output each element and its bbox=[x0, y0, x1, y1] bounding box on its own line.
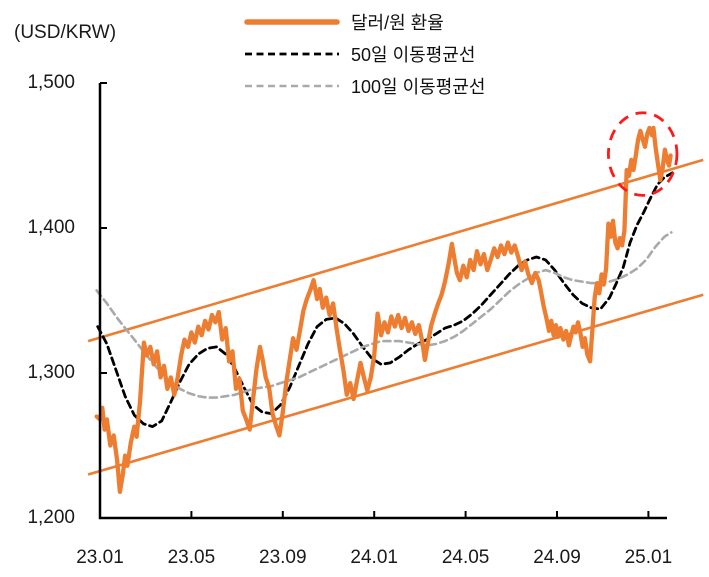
price-line-swatch-icon bbox=[244, 19, 340, 25]
highlight-ellipse bbox=[607, 111, 679, 197]
trend-channel-upper bbox=[87, 158, 704, 343]
legend-label-ma50: 50일 이동평균선 bbox=[351, 45, 476, 65]
x-tick-label: 25.01 bbox=[624, 547, 673, 568]
ma100-line bbox=[95, 231, 673, 399]
x-tick-label: 24.05 bbox=[441, 547, 490, 568]
ma100-line-swatch-icon bbox=[245, 84, 339, 88]
price-line bbox=[94, 125, 673, 495]
x-tick-label: 24.09 bbox=[533, 547, 581, 568]
axes bbox=[98, 83, 667, 520]
x-tick-label: 23.05 bbox=[167, 547, 216, 568]
chart-legend: 달러/원 환율 50일 이동평균선 100일 이동평균선 bbox=[244, 6, 485, 102]
legend-label-price: 달러/원 환율 bbox=[351, 13, 444, 33]
legend-item-price: 달러/원 환율 bbox=[244, 6, 485, 38]
trend-channel-lower bbox=[87, 293, 704, 476]
y-tick-label: 1,300 bbox=[27, 362, 75, 383]
y-tick-label: 1,200 bbox=[27, 507, 75, 528]
ma50-line-swatch-icon bbox=[245, 52, 339, 56]
legend-label-ma100: 100일 이동평균선 bbox=[351, 77, 486, 97]
legend-item-ma100: 100일 이동평균선 bbox=[244, 70, 485, 102]
x-tick-label: 24.01 bbox=[350, 547, 398, 568]
y-axis-unit-label: (USD/KRW) bbox=[14, 22, 117, 43]
x-tick-label: 23.09 bbox=[259, 547, 307, 568]
x-tick-label: 23.01 bbox=[76, 547, 124, 568]
y-tick-label: 1,500 bbox=[27, 72, 75, 93]
legend-item-ma50: 50일 이동평균선 bbox=[244, 38, 485, 70]
y-tick-label: 1,400 bbox=[27, 217, 75, 238]
